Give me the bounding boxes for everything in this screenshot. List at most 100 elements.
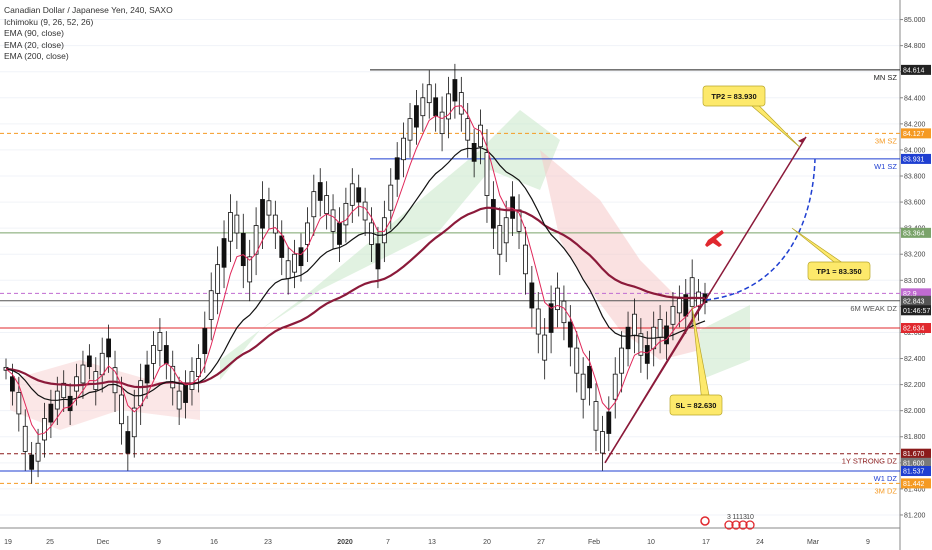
candle-body [401, 137, 406, 161]
candle-body [580, 373, 586, 400]
candle-body [555, 287, 560, 311]
callout-box [669, 394, 723, 416]
candle-body [362, 201, 368, 221]
indicator-ichimoku[interactable]: Ichimoku (9, 26, 52, 26) [4, 16, 94, 27]
x-tick-label: 20 [483, 539, 491, 546]
price-tag [901, 323, 931, 334]
candle-body [394, 157, 400, 180]
event-marker-count: 3 [727, 514, 731, 521]
x-tick-label: 16 [210, 539, 218, 546]
candle-body [375, 243, 381, 270]
candle-body [433, 97, 439, 117]
support-trendline [604, 306, 701, 464]
event-marker-icon [731, 520, 741, 530]
cloud-bullish [220, 110, 560, 380]
candle-body [144, 364, 150, 384]
ema-20-line [5, 105, 706, 436]
candle-body [349, 183, 355, 206]
candle-body [484, 152, 490, 196]
candle-body [215, 264, 221, 294]
price-tag [901, 153, 931, 164]
time-axis[interactable]: 19 25 Dec 9 16 23 2020 7 13 20 27 Feb 10 17 24 Mar 9 [4, 539, 870, 546]
candle-body [228, 212, 233, 242]
event-marker-icon [700, 516, 710, 526]
candle-body [510, 196, 516, 219]
candle-body [426, 84, 432, 104]
candle-body [183, 384, 188, 403]
x-tick-label: 23 [264, 539, 272, 546]
x-tick-label: 24 [756, 539, 764, 546]
candle-body [535, 308, 541, 335]
price-tag [901, 448, 931, 459]
candle-body [195, 358, 201, 377]
indicator-ema-90[interactable]: EMA (90, close) [4, 28, 64, 38]
candle-body [272, 214, 278, 234]
price-tag-label: 83.931 [903, 156, 925, 163]
candle-body [317, 182, 323, 201]
candle-body [343, 202, 349, 226]
candle-body [619, 347, 625, 374]
zone-label: 3M DZ [875, 486, 898, 495]
candle-body [657, 319, 663, 338]
x-tick-label: 9 [866, 539, 870, 546]
callout-box [807, 261, 871, 281]
price-tag-label: 01:46:57 [903, 308, 930, 315]
candle-body [471, 143, 477, 162]
indicator-ema-200[interactable]: EMA (200, close) [4, 51, 69, 61]
price-tag-label: 81.537 [903, 469, 925, 476]
candle-body [35, 442, 41, 462]
price-tag-label: 81.600 [903, 460, 925, 467]
price-tag-label: 82.843 [903, 298, 925, 305]
price-tag-label: 81.670 [903, 451, 925, 458]
candle-body [311, 191, 317, 218]
price-tag [901, 128, 931, 139]
candle-body [330, 209, 336, 232]
callout-box [702, 85, 766, 107]
candle-body [22, 425, 28, 452]
trade-drawings [604, 136, 816, 464]
candle-body [189, 371, 195, 390]
candle-body [131, 407, 137, 438]
candle-body [561, 300, 567, 324]
candlesticks [3, 63, 708, 484]
candle-body [407, 118, 413, 141]
candle-body [208, 290, 214, 320]
candle-body [112, 367, 118, 394]
x-tick-label: 17 [702, 539, 710, 546]
candle-body [42, 418, 47, 441]
indicator-ema-20[interactable]: EMA (20, close) [4, 39, 64, 50]
candle-body [503, 217, 509, 244]
projection-curve [705, 159, 816, 301]
cloud-future [700, 305, 750, 380]
candle-body [497, 225, 503, 255]
candle-body [234, 214, 240, 234]
price-tag [901, 478, 931, 489]
callout-text: TP1 = 83.350 [816, 267, 861, 276]
price-tag-label: 84.127 [903, 131, 925, 138]
candle-body [67, 395, 73, 412]
candle-body [106, 338, 112, 358]
candle-body [163, 345, 169, 364]
y-tick-label: 83.200 [904, 252, 926, 259]
y-tick-label: 85.000 [904, 17, 926, 24]
candle-body [689, 277, 695, 307]
candle-body [61, 382, 67, 399]
candle-body [478, 124, 483, 148]
candle-body [99, 352, 105, 376]
candle-body [266, 200, 272, 216]
candle-body [86, 355, 92, 368]
candle-body [388, 184, 394, 211]
zone-label: MN SZ [874, 73, 898, 82]
candle-body [202, 328, 208, 355]
candle-body [599, 431, 605, 454]
x-tick-label: 13 [428, 539, 436, 546]
zone-levels: MN SZ 3M SZ W1 SZ 6M WEAK DZ 1Y STRONG DZ W1 … [0, 69, 900, 495]
candle-body [638, 333, 644, 356]
candle-body [542, 334, 548, 361]
y-tick-label: 84.800 [904, 43, 926, 50]
candle-body [676, 298, 682, 314]
zone-label: 6M WEAK DZ [850, 304, 897, 313]
candle-body [29, 454, 35, 470]
y-tick-label: 81.400 [904, 486, 926, 493]
